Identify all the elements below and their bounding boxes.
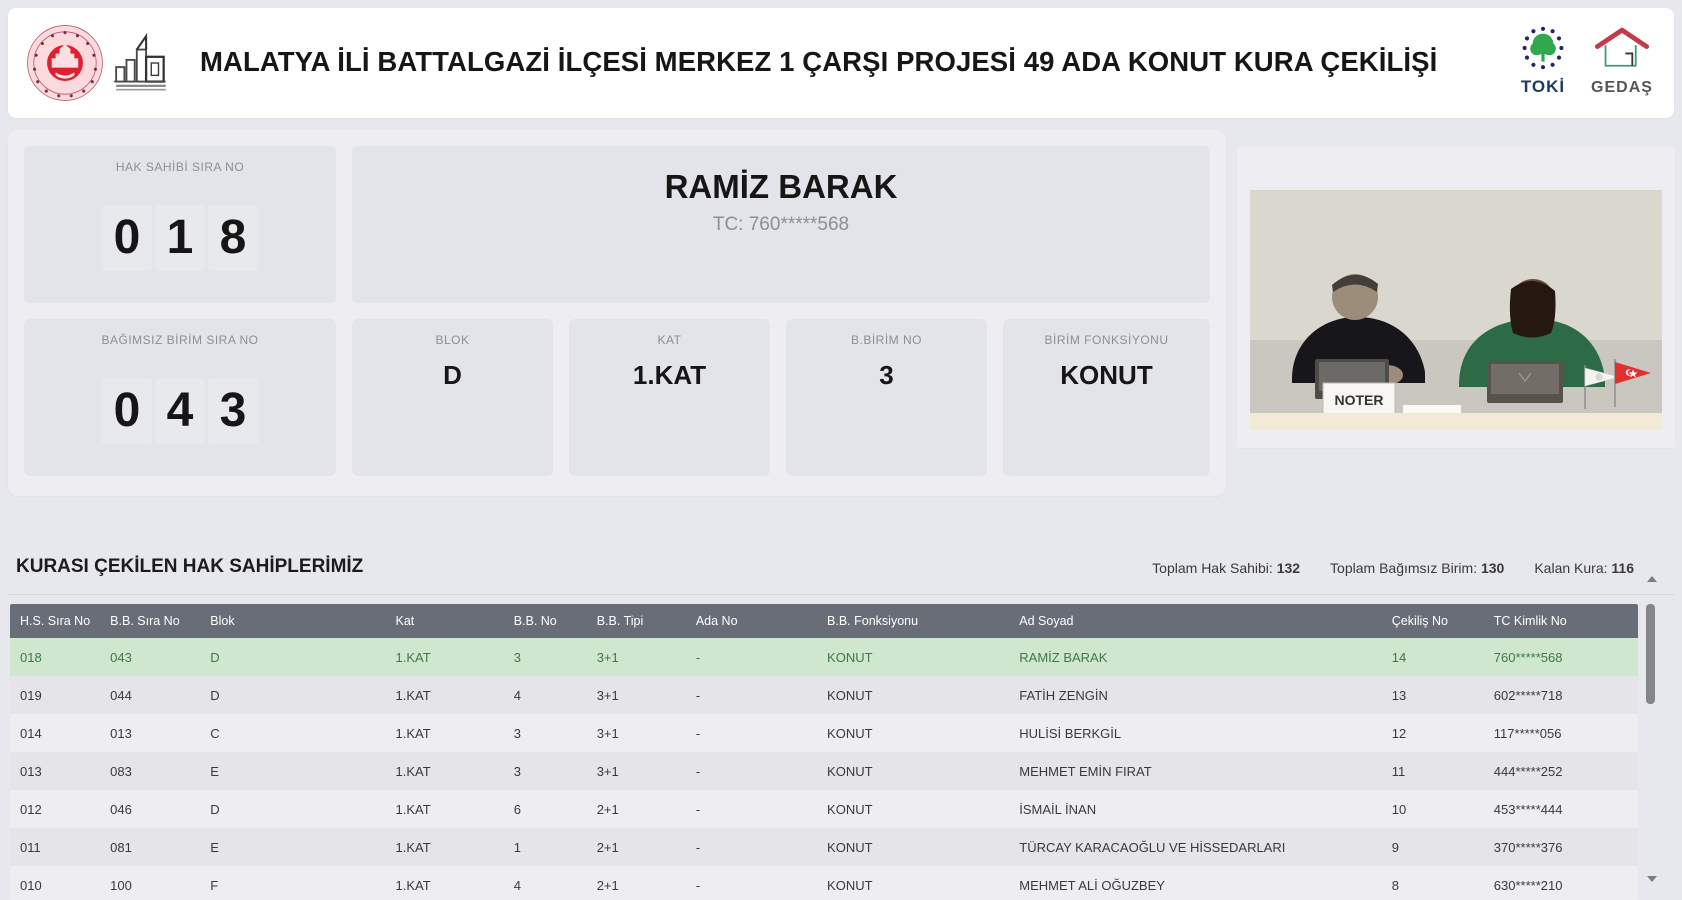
svg-text:NOTER: NOTER (1335, 392, 1384, 408)
